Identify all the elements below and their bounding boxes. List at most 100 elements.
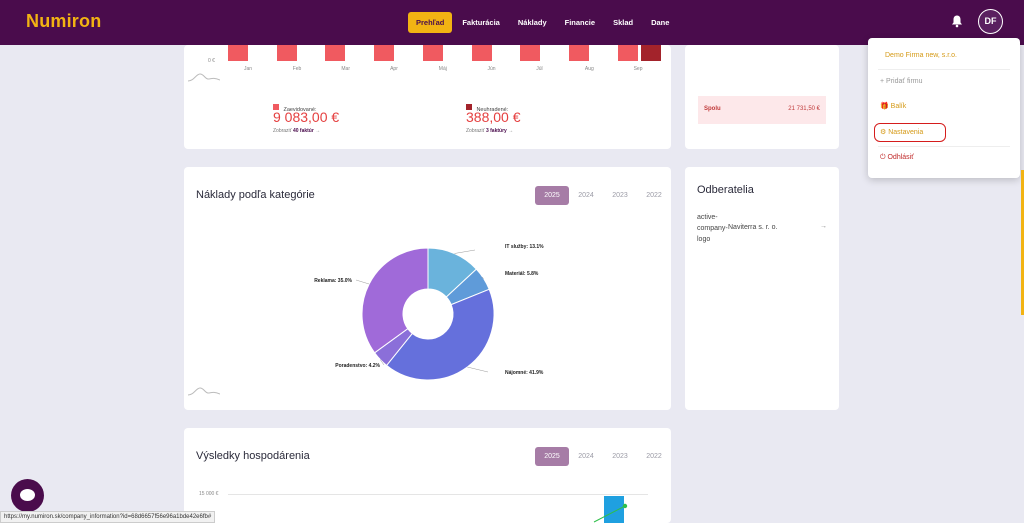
legend-color-swatch — [466, 103, 472, 110]
year-tab-2025[interactable]: 2025 — [535, 186, 569, 205]
y-axis-label: 15 000 € — [199, 491, 219, 497]
costs-donut-chart: IT služby: 13.1% Materiál: 5.8% Nájomné: 4… — [314, 244, 544, 381]
plus-icon: + — [880, 78, 887, 85]
pie-leader-line — [379, 359, 385, 366]
summary-row: Spolu 21 731,50 € — [698, 96, 826, 124]
year-tab-2023[interactable]: 2023 — [612, 453, 628, 460]
results-bar — [604, 496, 624, 523]
registered-total: 9 083,00 € — [273, 109, 340, 125]
year-tab-2023[interactable]: 2023 — [612, 192, 628, 199]
invoice-bar — [276, 45, 297, 61]
bell-icon[interactable] — [950, 14, 964, 28]
legend-color-swatch — [273, 103, 279, 110]
add-company-label: Pridať firmu — [886, 78, 923, 85]
sparkline-icon — [188, 73, 220, 82]
chat-widget-button[interactable] — [11, 479, 44, 512]
logout-item[interactable]: ⏻ Odhlásiť — [880, 154, 914, 162]
app-logo[interactable]: Numiron — [26, 11, 102, 31]
summary-label: Spolu — [704, 106, 721, 112]
summary-value: 21 731,50 € — [788, 106, 820, 112]
view-prefix: Zobraziť — [273, 128, 292, 134]
pie-leader-line — [467, 366, 489, 373]
year-tab-2022[interactable]: 2022 — [646, 453, 662, 460]
nav-item-naklady[interactable]: Náklady — [517, 18, 547, 27]
sparkline-icon — [188, 387, 220, 396]
invoice-bar — [617, 45, 638, 61]
results-card — [184, 428, 671, 523]
settings-label: Nastavenia — [888, 129, 924, 136]
chat-icon — [20, 489, 35, 501]
arrow-right-icon: → — [315, 128, 321, 134]
pie-leader-line — [481, 276, 484, 279]
legend-neuhradene: Neuhradené: — [466, 98, 508, 116]
package-item[interactable]: 🎁 Balík — [880, 102, 906, 110]
logo-alt-line: company- — [697, 225, 728, 232]
year-tab-2024[interactable]: 2024 — [578, 453, 594, 460]
right-edge-accent — [1021, 170, 1024, 315]
nav-item-fakturacia[interactable]: Fakturácia — [462, 18, 500, 27]
package-label: Balík — [890, 103, 907, 110]
pie-leader-line — [454, 249, 476, 254]
view-invoices-link[interactable]: Zobraziť 40 faktúr → — [273, 128, 320, 134]
legend-label: Neuhradené: — [476, 107, 509, 113]
month-label: Feb — [292, 66, 302, 72]
top-navbar: Numiron Prehľad Fakturácia Náklady Finan… — [0, 0, 1024, 45]
month-label: Apr — [390, 66, 398, 72]
avatar[interactable]: DF — [978, 9, 1003, 34]
pie-slice-label: Nájomné: 41.9% — [505, 370, 544, 376]
invoice-bar — [471, 45, 492, 61]
unpaid-bar — [641, 45, 661, 61]
invoice-bar — [228, 45, 248, 61]
unpaid-total: 388,00 € — [466, 109, 521, 125]
gears-icon: ⚙ — [880, 129, 889, 136]
pie-leader-line — [355, 279, 370, 285]
view-count: 40 faktúr — [292, 128, 314, 134]
month-label: Jan — [244, 66, 253, 72]
year-tab-2025[interactable]: 2025 — [535, 447, 569, 466]
month-label: Júl — [536, 66, 543, 72]
customer-name[interactable]: Naviterra s. r. o. — [728, 224, 778, 231]
nav-item-dane[interactable]: Dane — [651, 18, 670, 27]
view-prefix: Zobraziť — [466, 128, 485, 134]
customers-card — [685, 167, 839, 410]
invoice-bar — [325, 45, 346, 61]
month-label: Aug — [584, 66, 594, 72]
pie-slice — [385, 288, 495, 381]
invoice-bar — [374, 45, 395, 61]
invoice-bar — [520, 45, 541, 61]
pie-slice — [361, 247, 429, 354]
divider — [878, 146, 1010, 147]
results-trend-line — [593, 503, 628, 523]
pie-slice-label: Poradenstvo: 4.2% — [335, 363, 380, 369]
view-unpaid-link[interactable]: Zobraziť 3 faktúry → — [466, 128, 513, 134]
nav-item-prehlad[interactable]: Prehľad — [408, 12, 453, 33]
gift-icon: 🎁 — [880, 103, 891, 110]
year-tab-2024[interactable]: 2024 — [578, 192, 594, 199]
nav-item-financie[interactable]: Financie — [564, 18, 596, 27]
costs-year-tabs: 2025 2024 2023 2022 — [535, 186, 671, 205]
results-year-tabs: 2025 2024 2023 2022 — [535, 447, 671, 466]
invoice-bar — [568, 45, 589, 61]
invoices-card — [184, 45, 671, 149]
year-tab-2022[interactable]: 2022 — [646, 192, 662, 199]
legend-label: Zaevidované: — [283, 107, 317, 113]
results-title: Výsledky hospodárenia — [196, 450, 310, 462]
pie-slice-label: IT služby: 13.1% — [505, 244, 544, 250]
account-dropdown: Demo Firma new, s.r.o. + Pridať firmu 🎁 … — [868, 38, 1020, 178]
nav-item-sklad[interactable]: Sklad — [613, 18, 634, 27]
company-logo-image: active- company- logo — [697, 212, 737, 245]
settings-item[interactable]: ⚙ Nastavenia — [880, 128, 923, 136]
arrow-right-icon[interactable]: → — [820, 223, 827, 230]
month-label: Jún — [487, 66, 496, 72]
y-axis-zero-label: 0 € — [208, 58, 215, 64]
add-company-item[interactable]: + Pridať firmu — [880, 78, 923, 85]
arrow-right-icon: → — [508, 128, 514, 134]
month-label: Máj — [438, 66, 447, 72]
costs-title: Náklady podľa kategórie — [196, 189, 315, 201]
view-count: 3 faktúry — [485, 128, 507, 134]
logout-label: Odhlásiť — [887, 154, 914, 161]
status-bar-url: https://my.numiron.sk/company_informatio… — [0, 511, 216, 523]
dropdown-company-name[interactable]: Demo Firma new, s.r.o. — [885, 52, 957, 59]
logo-alt-line: active- — [697, 214, 718, 221]
divider — [878, 69, 1010, 70]
